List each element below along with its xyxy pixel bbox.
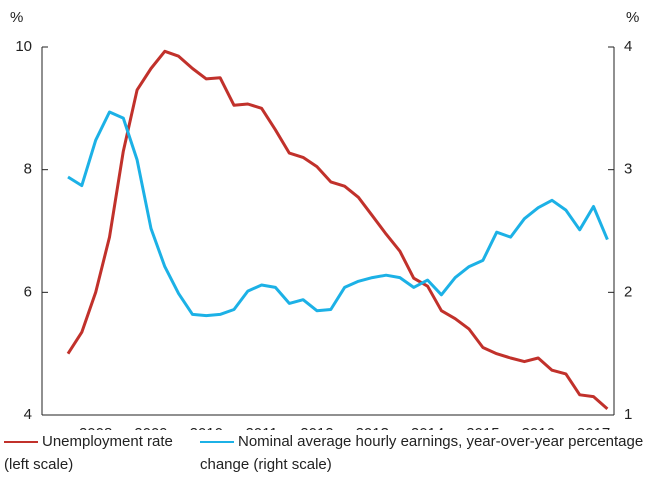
series-line <box>66 49 609 411</box>
y-axis-unit-left: % <box>10 9 23 26</box>
legend-item: Unemployment rate (left scale) <box>4 430 189 476</box>
y2-tick-label: 1 <box>624 406 632 423</box>
legend-label: Unemployment rate (left scale) <box>4 433 173 473</box>
y-tick-label: 10 <box>15 38 32 55</box>
y2-tick-label: 3 <box>624 161 632 178</box>
legend-label: Nominal average hourly earnings, year-ov… <box>200 433 644 473</box>
legend-swatch <box>200 440 234 444</box>
y2-tick-label: 4 <box>624 38 632 55</box>
chart: % % 468101234200820092010201120122013201… <box>10 9 639 442</box>
legend-item: Nominal average hourly earnings, year-ov… <box>200 430 650 476</box>
y-tick-label: 4 <box>24 406 32 423</box>
y2-tick-label: 2 <box>624 283 632 300</box>
y-tick-label: 8 <box>24 161 32 178</box>
y-tick-label: 6 <box>24 283 32 300</box>
y-axis-unit-right: % <box>626 9 639 26</box>
series-line <box>67 110 609 318</box>
legend-swatch <box>4 440 38 444</box>
